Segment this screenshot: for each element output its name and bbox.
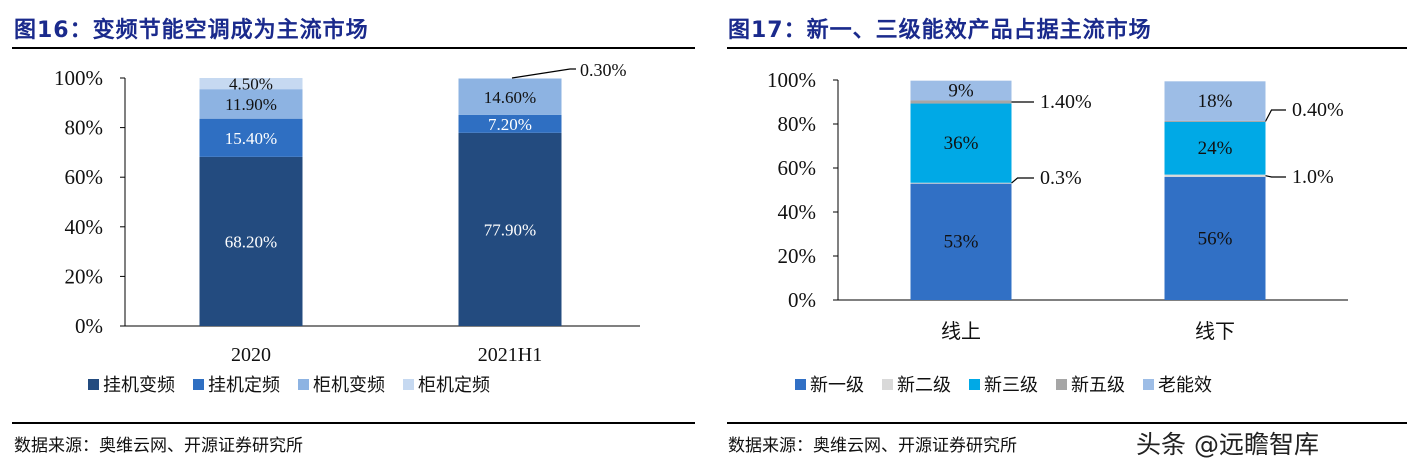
legend-label: 新五级	[1071, 375, 1125, 396]
data-label: 0.40%	[1292, 99, 1344, 121]
data-label: 24%	[1198, 138, 1233, 159]
callout-line	[1265, 175, 1286, 178]
legend-swatch	[1056, 378, 1067, 390]
watermark: 头条 @远瞻智库	[1132, 425, 1323, 461]
data-label: 1.0%	[1292, 166, 1334, 188]
y-tick-label: 60%	[778, 156, 817, 180]
y-tick-label: 20%	[778, 244, 817, 268]
legend-label: 柜机变频	[313, 375, 385, 396]
legend-label: 老能效	[1158, 375, 1212, 396]
bar-segment-柜机定频	[458, 78, 562, 79]
data-label: 7.20%	[488, 115, 532, 134]
callout-line	[1264, 109, 1286, 122]
bar-segment-新五级	[910, 100, 1012, 104]
legend-label: 新一级	[810, 375, 864, 396]
data-label: 15.40%	[225, 129, 277, 148]
y-tick-label: 40%	[778, 200, 817, 224]
legend-label: 新三级	[984, 375, 1038, 396]
bar-segment-挂机定频	[199, 118, 303, 157]
data-label: 68.20%	[225, 232, 277, 251]
legend-swatch	[969, 378, 980, 390]
data-label: 1.40%	[1040, 91, 1092, 113]
figure-16-title: 图16：变频节能空调成为主流市场	[14, 18, 369, 43]
legend-item: 挂机变频	[88, 371, 175, 397]
y-tick-label: 0%	[788, 288, 816, 312]
legend-item: 新三级	[969, 371, 1038, 397]
data-label: 77.90%	[484, 220, 536, 239]
legend-figure-16: 挂机变频 挂机定频 柜机变频 柜机定频	[88, 371, 490, 397]
legend-swatch	[795, 378, 806, 390]
bar-segment-新五级	[1164, 120, 1266, 122]
bar-segment-新二级	[1164, 174, 1266, 177]
legend-swatch	[298, 378, 309, 390]
x-category-label: 线下	[1195, 320, 1235, 343]
legend-label: 挂机变频	[103, 375, 175, 396]
y-tick-label: 20%	[65, 264, 104, 288]
legend-label: 新二级	[897, 375, 951, 396]
bar-segment-老能效	[1164, 81, 1266, 121]
y-tick-label: 0%	[75, 314, 103, 338]
data-label: 0.30%	[580, 60, 627, 80]
legend-swatch	[403, 378, 414, 390]
y-tick-label: 80%	[778, 112, 817, 136]
legend-swatch	[1143, 378, 1154, 390]
legend-item: 柜机定频	[403, 371, 490, 397]
bar-segment-新三级	[910, 103, 1012, 183]
legend-figure-17: 新一级 新二级 新三级 新五级 老能效	[795, 371, 1212, 397]
legend-item: 挂机定频	[193, 371, 280, 397]
y-tick-label: 100%	[54, 66, 103, 90]
x-category-label: 2021H1	[478, 344, 542, 366]
data-label: 56%	[1198, 228, 1233, 249]
callout-line	[511, 68, 576, 79]
bar-segment-新一级	[1164, 176, 1266, 300]
bar-segment-挂机变频	[199, 156, 303, 326]
bar-segment-柜机变频	[458, 78, 562, 115]
y-tick-label: 80%	[65, 116, 104, 140]
bar-segment-挂机定频	[458, 114, 562, 133]
data-label: 0.3%	[1040, 167, 1082, 189]
legend-label: 挂机定频	[208, 375, 280, 396]
title-rule-right	[727, 47, 1407, 49]
bar-segment-新二级	[910, 182, 1012, 184]
source-left: 数据来源：奥维云网、开源证券研究所	[14, 436, 303, 456]
legend-item: 新一级	[795, 371, 864, 397]
data-label: 4.50%	[229, 75, 273, 94]
legend-swatch	[193, 378, 204, 390]
callout-line	[1011, 177, 1034, 184]
bar-segment-挂机变频	[458, 132, 562, 326]
legend-swatch	[882, 378, 893, 390]
source-rule-left	[12, 422, 695, 424]
title-rule-left	[12, 47, 695, 49]
legend-item: 柜机变频	[298, 371, 385, 397]
data-label: 18%	[1198, 91, 1233, 112]
data-label: 9%	[948, 81, 974, 102]
legend-label: 柜机定频	[418, 375, 490, 396]
figure-17-title: 图17：新一、三级能效产品占据主流市场	[728, 18, 1152, 43]
bar-segment-柜机定频	[199, 78, 303, 90]
bar-segment-新三级	[1164, 121, 1266, 175]
source-right: 数据来源：奥维云网、开源证券研究所	[728, 436, 1017, 456]
y-tick-label: 60%	[65, 165, 104, 189]
data-label: 36%	[944, 133, 979, 154]
x-category-label: 线上	[941, 320, 981, 343]
source-rule-right	[727, 422, 1407, 424]
bar-segment-老能效	[910, 80, 1012, 101]
legend-item: 老能效	[1143, 371, 1212, 397]
legend-item: 新五级	[1056, 371, 1125, 397]
legend-item: 新二级	[882, 371, 951, 397]
data-label: 11.90%	[225, 95, 277, 114]
bar-segment-新一级	[910, 183, 1012, 300]
y-tick-label: 40%	[65, 215, 104, 239]
x-category-label: 2020	[231, 344, 271, 366]
y-tick-label: 100%	[767, 68, 816, 92]
data-label: 14.60%	[484, 88, 536, 107]
data-label: 53%	[944, 232, 979, 253]
legend-swatch	[88, 378, 99, 390]
bar-segment-柜机变频	[199, 89, 303, 119]
